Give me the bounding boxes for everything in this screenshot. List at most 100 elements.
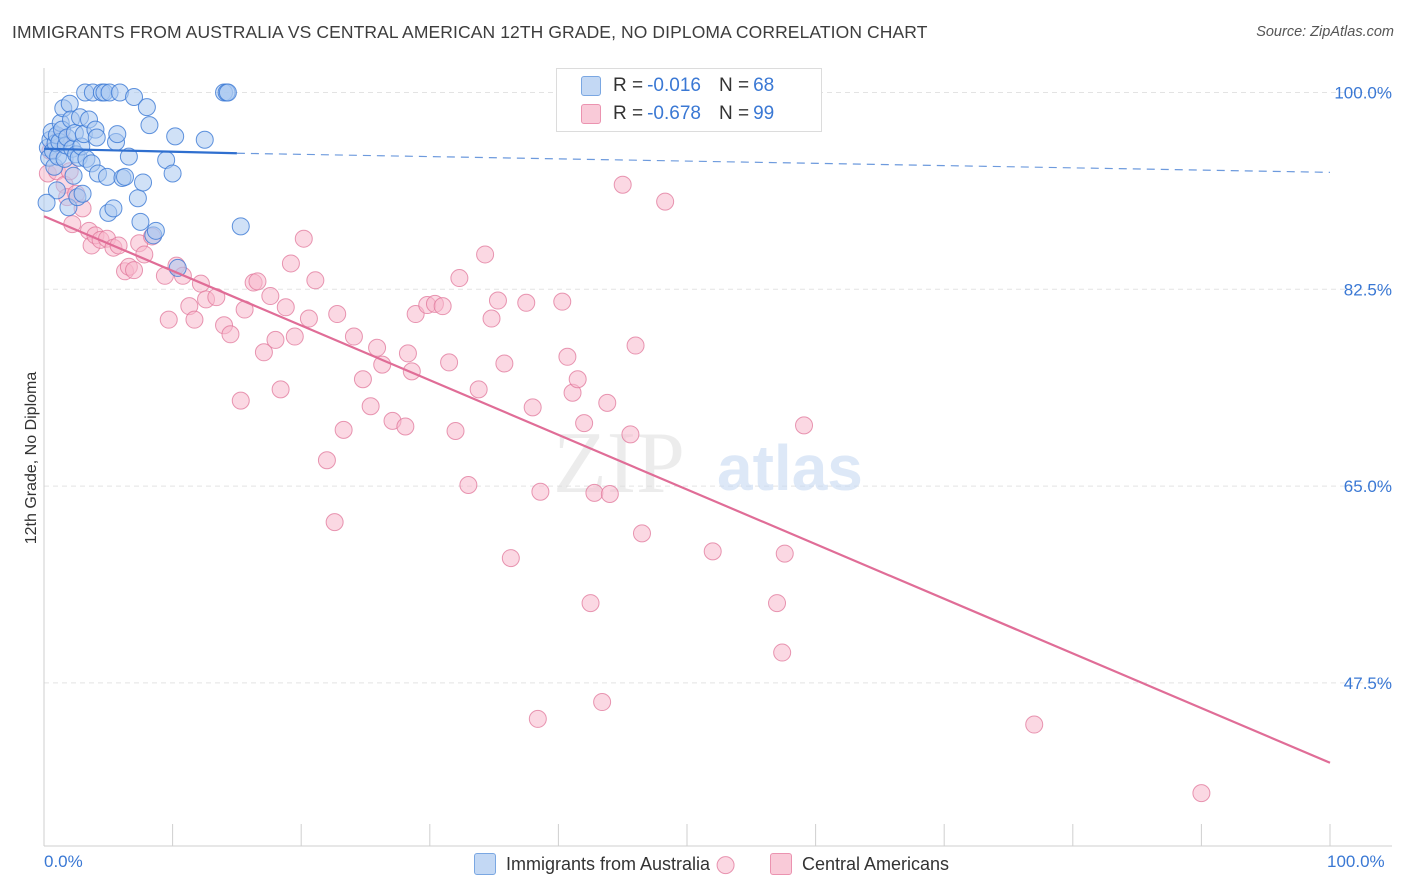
bottom-legend-australia: Immigrants from Australia	[474, 852, 710, 876]
central-americans-point	[626, 336, 645, 355]
australia-point	[73, 184, 92, 203]
australia-point	[131, 212, 150, 231]
legend-n-value: 68	[753, 75, 775, 96]
central-americans-point	[317, 451, 336, 470]
central-americans-point	[795, 416, 814, 435]
central-americans-point	[373, 355, 392, 374]
australia-point	[140, 116, 159, 135]
central-americans-point	[528, 709, 547, 728]
central-americans-point	[1192, 784, 1211, 803]
australia-point	[64, 166, 83, 185]
y-tick-label: 65.0%	[1344, 477, 1392, 496]
australia-point	[166, 127, 185, 146]
legend-n-label: N =	[718, 75, 750, 96]
central-americans-point	[523, 398, 542, 417]
central-americans-point	[221, 325, 240, 344]
central-americans-point	[396, 417, 415, 436]
central-americans-point	[501, 549, 520, 568]
y-axis-label: 12th Grade, No Diploma	[23, 371, 40, 545]
central-americans-point	[446, 422, 465, 441]
central-americans-point	[440, 353, 459, 372]
australia-point	[137, 98, 156, 117]
central-americans-point	[773, 643, 792, 662]
legend-swatch-australia	[581, 76, 601, 96]
central-americans-point	[281, 254, 300, 273]
central-americans-point	[248, 272, 267, 291]
legend-n-value: 99	[753, 103, 775, 124]
legend-r-value: -0.016	[647, 75, 701, 96]
australia-point	[195, 130, 214, 149]
central-americans-point	[334, 420, 353, 439]
central-americans-point	[459, 475, 478, 494]
bottom-legend-label-central: Central Americans	[802, 853, 950, 874]
australia-point	[125, 87, 144, 106]
central-americans-point	[568, 370, 587, 389]
australia-point	[104, 199, 123, 218]
australia-point	[146, 221, 165, 240]
australia-point	[119, 147, 138, 166]
central-americans-point	[306, 271, 325, 290]
central-americans-point	[353, 370, 372, 389]
central-americans-point	[488, 291, 507, 310]
central-americans-point	[517, 293, 536, 312]
central-americans-point	[328, 305, 347, 324]
central-americans-point	[495, 354, 514, 373]
central-americans-point	[325, 513, 344, 532]
bottom-legend-swatch-central	[770, 853, 792, 875]
legend-n-label: N =	[718, 103, 750, 124]
central-americans-point	[656, 192, 675, 211]
x-tick-label-min: 0.0%	[44, 852, 83, 871]
y-tick-label: 47.5%	[1344, 674, 1392, 693]
central-americans-point	[482, 309, 501, 328]
australia-point	[87, 128, 106, 147]
watermark-zip: ZIP	[553, 415, 685, 512]
legend-row-australia: R = -0.016 N = 68	[581, 73, 774, 99]
central-americans-point	[768, 594, 787, 613]
central-americans-point	[433, 297, 452, 316]
legend-r-label: R =	[613, 75, 644, 96]
central-americans-point	[553, 292, 572, 311]
central-americans-point	[261, 287, 280, 306]
trend-lines	[43, 147, 1331, 764]
central-americans-point	[185, 310, 204, 329]
watermark: ZIP atlas	[553, 415, 863, 512]
australia-point	[98, 167, 117, 186]
bottom-legend-central: Central Americans	[770, 852, 949, 876]
watermark-atlas: atlas	[717, 432, 863, 504]
bottom-legend-swatch-australia	[474, 853, 496, 875]
central-americans-point	[276, 298, 295, 317]
central-americans-point	[600, 484, 619, 503]
central-americans-point	[450, 269, 469, 288]
chart-title: IMMIGRANTS FROM AUSTRALIA VS CENTRAL AME…	[12, 22, 928, 42]
central-americans-point	[613, 175, 632, 194]
australia-point	[108, 125, 127, 144]
central-americans-point	[593, 693, 612, 712]
y-tick-label: 100.0%	[1334, 83, 1392, 102]
central-americans-point	[703, 542, 722, 561]
legend-swatch-central	[581, 104, 601, 124]
central-americans-point	[558, 347, 577, 366]
central-americans-point	[231, 391, 250, 410]
central-americans-point	[285, 327, 304, 346]
australia-trend-line	[43, 147, 237, 155]
central-americans-point	[271, 380, 290, 399]
australia-point	[231, 217, 250, 236]
central-americans-point	[361, 397, 380, 416]
central-americans-point	[716, 856, 735, 875]
central-americans-point	[585, 483, 604, 502]
central-americans-point	[1025, 715, 1044, 734]
australia-point	[116, 167, 135, 186]
central-americans-point	[125, 261, 144, 280]
correlation-legend: R = -0.016 N = 68 R = -0.678 N = 99	[556, 68, 822, 132]
central-americans-point	[575, 414, 594, 433]
legend-r-value: -0.678	[647, 103, 701, 124]
central-americans-point	[632, 524, 651, 543]
legend-row-central: R = -0.678 N = 99	[581, 101, 774, 127]
central-americans-point	[368, 338, 387, 357]
australia-point	[47, 181, 66, 200]
central-americans-point	[621, 425, 640, 444]
x-tick-label-max: 100.0%	[1327, 852, 1385, 871]
central-americans-point	[531, 482, 550, 501]
central-americans-point	[266, 330, 285, 349]
tick-labels: 100.0% 82.5% 65.0% 47.5%	[1334, 83, 1392, 692]
